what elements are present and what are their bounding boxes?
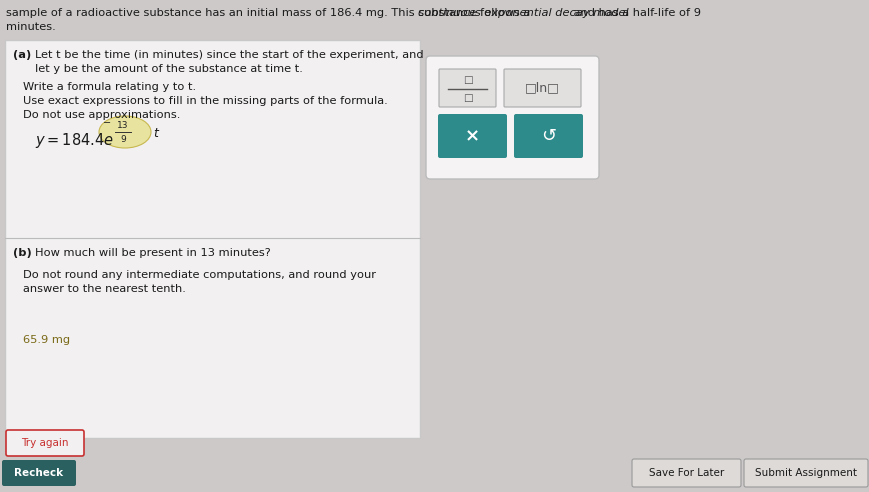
- Text: −: −: [103, 118, 111, 128]
- FancyBboxPatch shape: [504, 69, 581, 107]
- Text: sample of a radioactive substance has an initial mass of 186.4 mg. This substanc: sample of a radioactive substance has an…: [6, 8, 534, 18]
- Text: (b): (b): [13, 248, 32, 258]
- Text: □: □: [462, 75, 473, 85]
- Text: Do not use approximations.: Do not use approximations.: [23, 110, 181, 120]
- Text: Recheck: Recheck: [15, 468, 63, 478]
- Text: 65.9 mg: 65.9 mg: [23, 335, 70, 345]
- Text: Let t be the time (in minutes) since the start of the experiment, and: Let t be the time (in minutes) since the…: [35, 50, 423, 60]
- Text: Try again: Try again: [21, 438, 69, 448]
- FancyBboxPatch shape: [514, 114, 583, 158]
- Text: minutes.: minutes.: [6, 22, 56, 32]
- FancyBboxPatch shape: [5, 40, 420, 438]
- Text: 13: 13: [117, 121, 129, 129]
- Text: ↺: ↺: [541, 127, 556, 145]
- Text: □: □: [462, 93, 473, 103]
- Text: (a): (a): [13, 50, 31, 60]
- FancyBboxPatch shape: [426, 56, 599, 179]
- Text: 9: 9: [120, 134, 126, 144]
- FancyBboxPatch shape: [632, 459, 741, 487]
- Text: $y = 184.4e$: $y = 184.4e$: [35, 131, 114, 150]
- Ellipse shape: [99, 116, 151, 148]
- Text: How much will be present in 13 minutes?: How much will be present in 13 minutes?: [35, 248, 271, 258]
- FancyBboxPatch shape: [438, 114, 507, 158]
- Text: t: t: [153, 127, 158, 140]
- FancyBboxPatch shape: [439, 69, 496, 107]
- Text: Submit Assignment: Submit Assignment: [755, 468, 857, 478]
- Text: Use exact expressions to fill in the missing parts of the formula.: Use exact expressions to fill in the mis…: [23, 96, 388, 106]
- FancyBboxPatch shape: [744, 459, 868, 487]
- Text: continuous exponential decay model: continuous exponential decay model: [418, 8, 629, 18]
- FancyBboxPatch shape: [2, 460, 76, 486]
- Text: let y be the amount of the substance at time t.: let y be the amount of the substance at …: [35, 64, 303, 74]
- Text: and has a half-life of 9: and has a half-life of 9: [570, 8, 701, 18]
- Text: answer to the nearest tenth.: answer to the nearest tenth.: [23, 284, 186, 294]
- Text: ×: ×: [465, 127, 480, 145]
- Text: Save For Later: Save For Later: [649, 468, 724, 478]
- FancyBboxPatch shape: [6, 430, 84, 456]
- Text: □ln□: □ln□: [525, 82, 560, 94]
- Text: Do not round any intermediate computations, and round your: Do not round any intermediate computatio…: [23, 270, 376, 280]
- Text: Write a formula relating y to t.: Write a formula relating y to t.: [23, 82, 196, 92]
